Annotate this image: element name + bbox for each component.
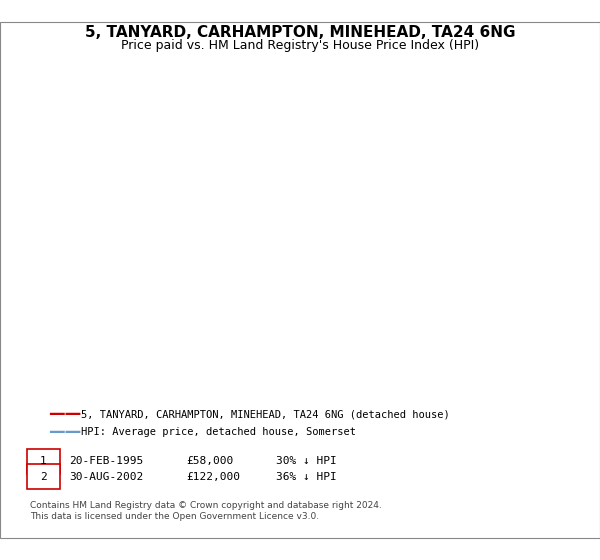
Bar xyxy=(227,67,594,392)
Text: 2002: 2002 xyxy=(212,411,221,433)
Text: 20-FEB-1995: 20-FEB-1995 xyxy=(69,456,143,466)
Text: 2003: 2003 xyxy=(228,411,237,434)
Text: 2013: 2013 xyxy=(389,411,398,434)
Text: £122,000: £122,000 xyxy=(186,472,240,482)
Text: 2004: 2004 xyxy=(244,411,253,433)
Text: 1997: 1997 xyxy=(132,411,141,434)
Text: £58,000: £58,000 xyxy=(186,456,233,466)
Text: 5, TANYARD, CARHAMPTON, MINEHEAD, TA24 6NG: 5, TANYARD, CARHAMPTON, MINEHEAD, TA24 6… xyxy=(85,25,515,40)
Text: HPI: Average price, detached house, Somerset: HPI: Average price, detached house, Some… xyxy=(81,427,356,437)
Text: 2012: 2012 xyxy=(373,411,382,433)
Text: 2009: 2009 xyxy=(325,411,334,434)
Text: 2021: 2021 xyxy=(517,411,526,433)
Text: 2010: 2010 xyxy=(341,411,350,434)
Text: 2001: 2001 xyxy=(196,411,205,434)
Text: 1994: 1994 xyxy=(83,411,92,434)
Text: 1999: 1999 xyxy=(164,411,173,434)
Text: 2023: 2023 xyxy=(550,411,559,433)
Bar xyxy=(72,67,106,392)
Text: ——: —— xyxy=(48,423,81,441)
Text: 2022: 2022 xyxy=(533,411,542,433)
Text: 2011: 2011 xyxy=(356,411,365,434)
Text: Contains HM Land Registry data © Crown copyright and database right 2024.
This d: Contains HM Land Registry data © Crown c… xyxy=(30,501,382,521)
Text: 1996: 1996 xyxy=(116,411,125,434)
Text: 2018: 2018 xyxy=(469,411,478,434)
Text: 2015: 2015 xyxy=(421,411,430,434)
Text: 2: 2 xyxy=(228,93,236,106)
Text: 2005: 2005 xyxy=(260,411,269,434)
Text: 2006: 2006 xyxy=(276,411,285,434)
Text: 36% ↓ HPI: 36% ↓ HPI xyxy=(276,472,337,482)
Text: 2008: 2008 xyxy=(308,411,317,434)
Text: 2014: 2014 xyxy=(405,411,414,433)
Text: ——: —— xyxy=(48,405,81,423)
Text: 1993: 1993 xyxy=(67,411,76,434)
Text: 2024: 2024 xyxy=(565,411,574,433)
Text: 2019: 2019 xyxy=(485,411,494,434)
Text: 30-AUG-2002: 30-AUG-2002 xyxy=(69,472,143,482)
Text: 5, TANYARD, CARHAMPTON, MINEHEAD, TA24 6NG (detached house): 5, TANYARD, CARHAMPTON, MINEHEAD, TA24 6… xyxy=(81,409,450,419)
Text: 30% ↓ HPI: 30% ↓ HPI xyxy=(276,456,337,466)
Text: 2007: 2007 xyxy=(292,411,301,434)
Text: 2025: 2025 xyxy=(581,411,590,433)
Text: 1: 1 xyxy=(107,93,115,106)
Text: 2020: 2020 xyxy=(501,411,510,433)
Text: 2: 2 xyxy=(40,472,47,482)
Text: 2000: 2000 xyxy=(180,411,189,434)
Text: 1: 1 xyxy=(40,456,47,466)
Text: 2016: 2016 xyxy=(437,411,446,434)
Text: 2017: 2017 xyxy=(453,411,462,434)
Text: 1995: 1995 xyxy=(100,411,109,434)
Text: 1998: 1998 xyxy=(148,411,157,434)
Text: Price paid vs. HM Land Registry's House Price Index (HPI): Price paid vs. HM Land Registry's House … xyxy=(121,39,479,52)
